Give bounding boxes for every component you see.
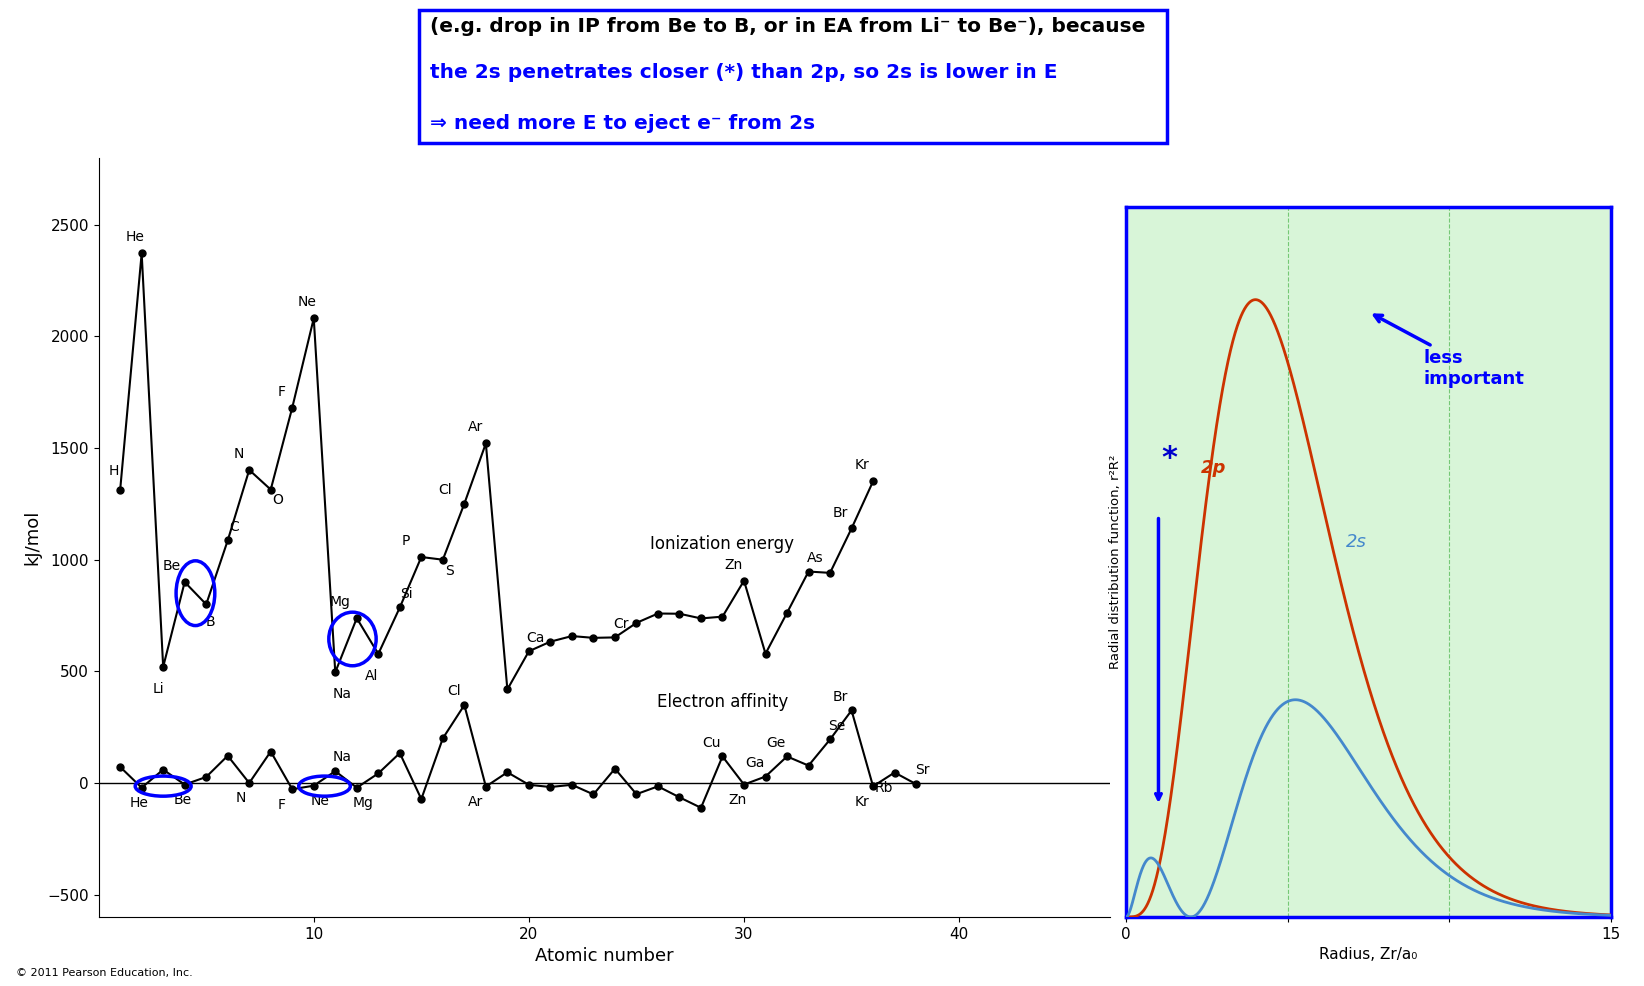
Text: Zn: Zn (728, 793, 746, 807)
Text: Electron affinity: Electron affinity (658, 693, 787, 711)
Text: Kr: Kr (855, 458, 870, 472)
Text: F: F (278, 798, 286, 811)
Text: N: N (235, 792, 247, 806)
Text: Cu: Cu (702, 736, 722, 749)
Text: F: F (278, 385, 286, 398)
Text: Be: Be (163, 559, 181, 573)
Y-axis label: kJ/mol: kJ/mol (23, 510, 41, 565)
Text: Ne: Ne (311, 794, 330, 808)
Text: Al: Al (365, 669, 378, 683)
Text: As: As (807, 551, 824, 565)
Text: Ga: Ga (745, 756, 764, 770)
Text: Be: Be (174, 793, 192, 807)
Text: Zn: Zn (723, 558, 743, 572)
Text: Mg: Mg (329, 596, 350, 609)
Text: Cl: Cl (439, 483, 452, 497)
Text: O: O (271, 493, 283, 508)
Text: Ca: Ca (526, 631, 544, 645)
Text: *: * (1162, 444, 1177, 472)
Text: (e.g. drop in IP from Be to B, or in EA from Li⁻ to Be⁻), because: (e.g. drop in IP from Be to B, or in EA … (431, 17, 1146, 35)
Text: Na: Na (332, 687, 352, 701)
Text: C: C (229, 520, 238, 533)
Text: Se: Se (829, 719, 845, 733)
Text: the 2s penetrates closer (*) than 2p, so 2s is lower in E: the 2s penetrates closer (*) than 2p, so… (431, 63, 1059, 82)
Text: 2s: 2s (1346, 532, 1366, 550)
Text: Ne: Ne (298, 296, 317, 310)
Text: S: S (446, 564, 454, 578)
X-axis label: Atomic number: Atomic number (534, 948, 674, 965)
Text: 2p: 2p (1200, 458, 1226, 476)
Text: H: H (109, 463, 118, 478)
Y-axis label: Radial distribution function, r²R²: Radial distribution function, r²R² (1110, 455, 1121, 669)
Text: Kr: Kr (855, 795, 870, 809)
Text: ⇒ need more E to eject e⁻ from 2s: ⇒ need more E to eject e⁻ from 2s (431, 113, 815, 133)
Text: Br: Br (834, 690, 848, 704)
Text: He: He (127, 231, 145, 245)
Text: Cr: Cr (613, 616, 630, 631)
Text: © 2011 Pearson Education, Inc.: © 2011 Pearson Education, Inc. (16, 968, 194, 978)
Text: Cl: Cl (447, 684, 460, 698)
Text: Rb: Rb (875, 781, 893, 795)
Text: B: B (206, 615, 215, 629)
Text: Br: Br (834, 506, 848, 520)
Text: Ge: Ge (766, 736, 786, 749)
FancyBboxPatch shape (419, 10, 1167, 143)
Text: He: He (130, 796, 150, 810)
Text: Sr: Sr (916, 763, 931, 777)
Text: Ar: Ar (467, 795, 483, 809)
Text: Mg: Mg (353, 796, 373, 810)
Text: P: P (403, 534, 411, 548)
Text: Ar: Ar (467, 420, 483, 435)
Text: Si: Si (399, 587, 413, 600)
Text: less
important: less important (1374, 316, 1524, 387)
Text: Na: Na (332, 750, 352, 764)
Text: Ionization energy: Ionization energy (651, 534, 794, 552)
Text: N: N (233, 447, 243, 461)
Text: Li: Li (153, 682, 164, 696)
X-axis label: Radius, Zr/a₀: Radius, Zr/a₀ (1320, 948, 1417, 962)
